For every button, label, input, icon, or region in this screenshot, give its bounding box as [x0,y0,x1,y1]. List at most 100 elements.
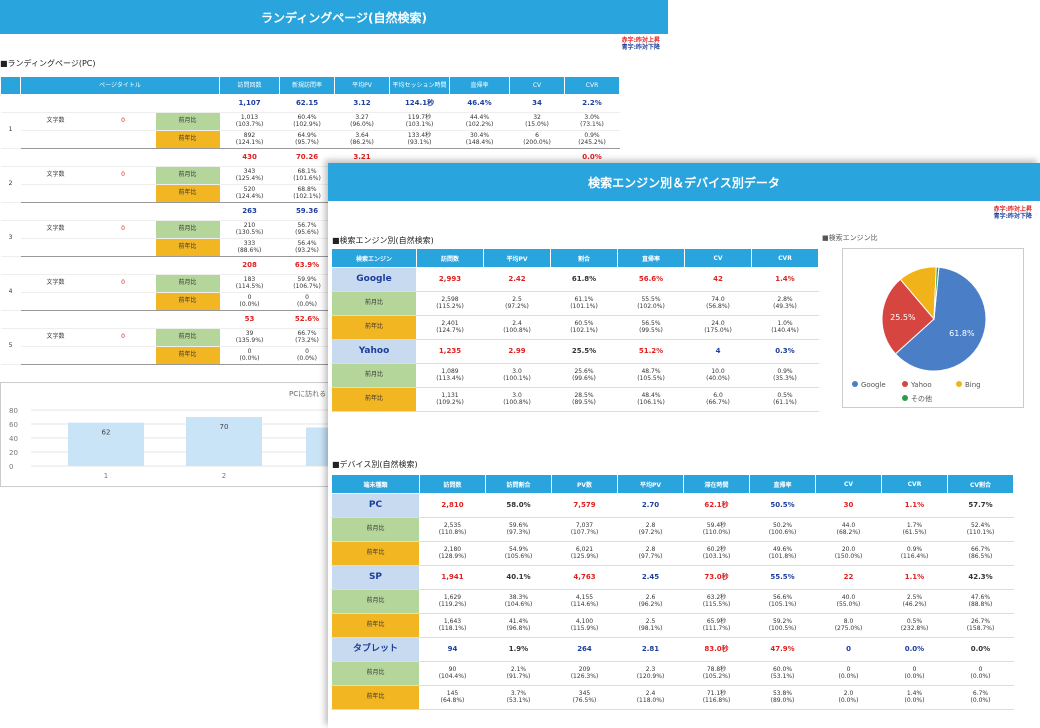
engine-header-cell: 直帰率 [617,248,685,268]
lp-yoy-cell: 0 (0.0%) [219,346,280,365]
device-total-cell: 2.45 [617,565,684,590]
device-table: 端末種類 訪問数 訪問割合 PV数 平均PV 滞在時間 直帰率 CV CVR CV割合 PC 2,8… [331,474,1014,710]
bar-y-tick: 80 [9,407,18,415]
lp-title: ランディングページ(自然検索) [0,0,668,34]
se-section-device: ■デバイス別(自然検索) [332,460,418,469]
pie-legend-marker [852,381,858,387]
lp-total-cell: 63.9% [279,256,335,275]
pie-chart-svg: 61.8% 25.5% Google Yahoo Bing その他 [852,266,987,403]
lp-mom-cell: 183 (114.5%) [219,274,280,293]
device-mom-cell: 44.0 (68.2%) [815,517,882,542]
device-yoy-cell: 2,180 (128.9%) [419,541,486,566]
lp-cell [0,310,220,329]
lp-yoy-cell: 333 (88.6%) [219,238,280,257]
lp-h-pv: 平均PV [334,76,391,95]
engine-mom-cell: 25.6% (99.6%) [550,363,618,388]
lp-chars-value: 0 [90,112,156,131]
lp-section-title: ■ランディングページ(PC) [0,59,96,68]
device-total-cell: 50.5% [749,493,816,518]
lp-cell [20,292,91,311]
lp-row-number: 1 [0,112,21,149]
engine-mom-label: 前月比 [331,291,417,316]
lp-total-cell: 46.4% [449,94,510,113]
engine-yoy-cell: 24.0 (175.0%) [684,315,752,340]
lp-mom-cell: 59.9% (106.7%) [279,274,335,293]
engine-yoy-row: 前年比 2,401 (124.7%) 2.4 (100.8%) 60.5% (102.… [331,315,819,340]
engine-yoy-cell: 3.0 (100.8%) [483,387,551,412]
pie-legend-label: Bing [965,381,981,389]
device-yoy-label: 前年比 [331,541,420,566]
device-yoy-cell: 2.8 (97.7%) [617,541,684,566]
lp-chars-label: 文字数 [20,166,91,185]
lp-cell [20,238,91,257]
lp-mom-cell: 56.7% (95.6%) [279,220,335,239]
bar [186,417,262,466]
lp-mom-cell: 3.27 (96.0%) [334,112,390,131]
lp-row-number: 2 [0,166,21,203]
device-yoy-row: 前年比 1,643 (118.1%) 41.4% (96.8%) 4,100 (115… [331,613,1014,638]
engine-yoy-cell: 56.5% (99.5%) [617,315,685,340]
engine-header-cell: CV [684,248,752,268]
engine-total-cell: 2,993 [416,267,484,292]
device-yoy-cell: 145 (64.8%) [419,685,486,710]
engine-total-cell: 1.4% [751,267,819,292]
lp-mom-cell: 3.0% (73.1%) [564,112,620,131]
lp-total-cell: 3.12 [334,94,390,113]
device-mom-label: 前月比 [331,661,420,686]
lp-total-cell: 2.2% [564,94,620,113]
lp-yoy-cell: 64.9% (95.7%) [279,130,335,149]
device-mom-cell: 47.6% (88.8%) [947,589,1014,614]
bar-x-tick: 2 [222,472,226,480]
engine-total-cell: 61.8% [550,267,618,292]
engine-yoy-label: 前年比 [331,387,417,412]
device-mom-cell: 2.8 (97.2%) [617,517,684,542]
bar-label: 62 [102,429,111,437]
lp-chars-value: 0 [90,166,156,185]
device-header-cell: 滞在時間 [683,474,750,494]
device-total-cell: 2.81 [617,637,684,662]
device-mom-cell: 0 (0.0%) [881,661,948,686]
device-name: SP [331,565,420,590]
lp-mom-cell: 119.7秒 (103.1%) [389,112,450,131]
lp-h-cvr: CVR [564,76,621,95]
note-blue: 青字:昨対下降 [621,44,660,51]
engine-name: Yahoo [331,339,417,364]
lp-yoy-cell: 892 (124.1%) [219,130,280,149]
device-header-cell: CVR [881,474,948,494]
lp-cell [90,292,156,311]
device-total-cell: 1.1% [881,565,948,590]
search-engine-device-sheet: 検索エンジン別＆デバイス別データ 赤字:昨対上昇 青字:昨対下降 ■検索エンジン… [328,163,1040,728]
device-yoy-cell: 345 (76.5%) [551,685,618,710]
device-yoy-cell: 2.5 (98.1%) [617,613,684,638]
device-mom-cell: 59.6% (97.3%) [485,517,552,542]
lp-row-number: 5 [0,328,21,365]
pie-legend-label: Google [861,381,886,389]
lp-mom-label: 前月比 [155,220,220,239]
lp-cell [90,130,156,149]
device-total-cell: 83.0秒 [683,637,750,662]
note-red: 赤字:昨対上昇 [621,37,660,44]
lp-mom-label: 前月比 [155,274,220,293]
engine-mom-cell: 61.1% (101.1%) [550,291,618,316]
lp-yoy-cell: 6 (200.0%) [509,130,565,149]
se-section-engine: ■検索エンジン別(自然検索) [332,236,434,245]
lp-yoy-cell: 68.8% (102.1%) [279,184,335,203]
lp-row-number: 3 [0,220,21,257]
lp-total-row: 430 70.26 3.21 0.0% [0,148,669,167]
engine-mom-row: 前月比 1,089 (113.4%) 3.0 (100.1%) 25.6% (99.6… [331,363,819,388]
device-name: PC [331,493,420,518]
device-total-cell: 22 [815,565,882,590]
device-yoy-cell: 2.0 (0.0%) [815,685,882,710]
device-total-cell: 4,763 [551,565,618,590]
lp-mom-label: 前月比 [155,166,220,185]
pie-legend-label: Yahoo [910,381,932,389]
engine-total-cell: 51.2% [617,339,685,364]
device-yoy-cell: 49.6% (101.8%) [749,541,816,566]
device-yoy-cell: 0.9% (116.4%) [881,541,948,566]
lp-yoy-label: 前年比 [155,130,220,149]
engine-total-cell: 25.5% [550,339,618,364]
pie-section-title: ■検索エンジン比 [822,234,878,242]
device-mom-row: 前月比 2,535 (110.8%) 59.6% (97.3%) 7,037 (107… [331,517,1014,542]
engine-yoy-cell: 28.5% (89.5%) [550,387,618,412]
lp-total-row: 1,107 62.15 3.12 124.1秒 46.4% 34 2.2% [0,94,669,113]
